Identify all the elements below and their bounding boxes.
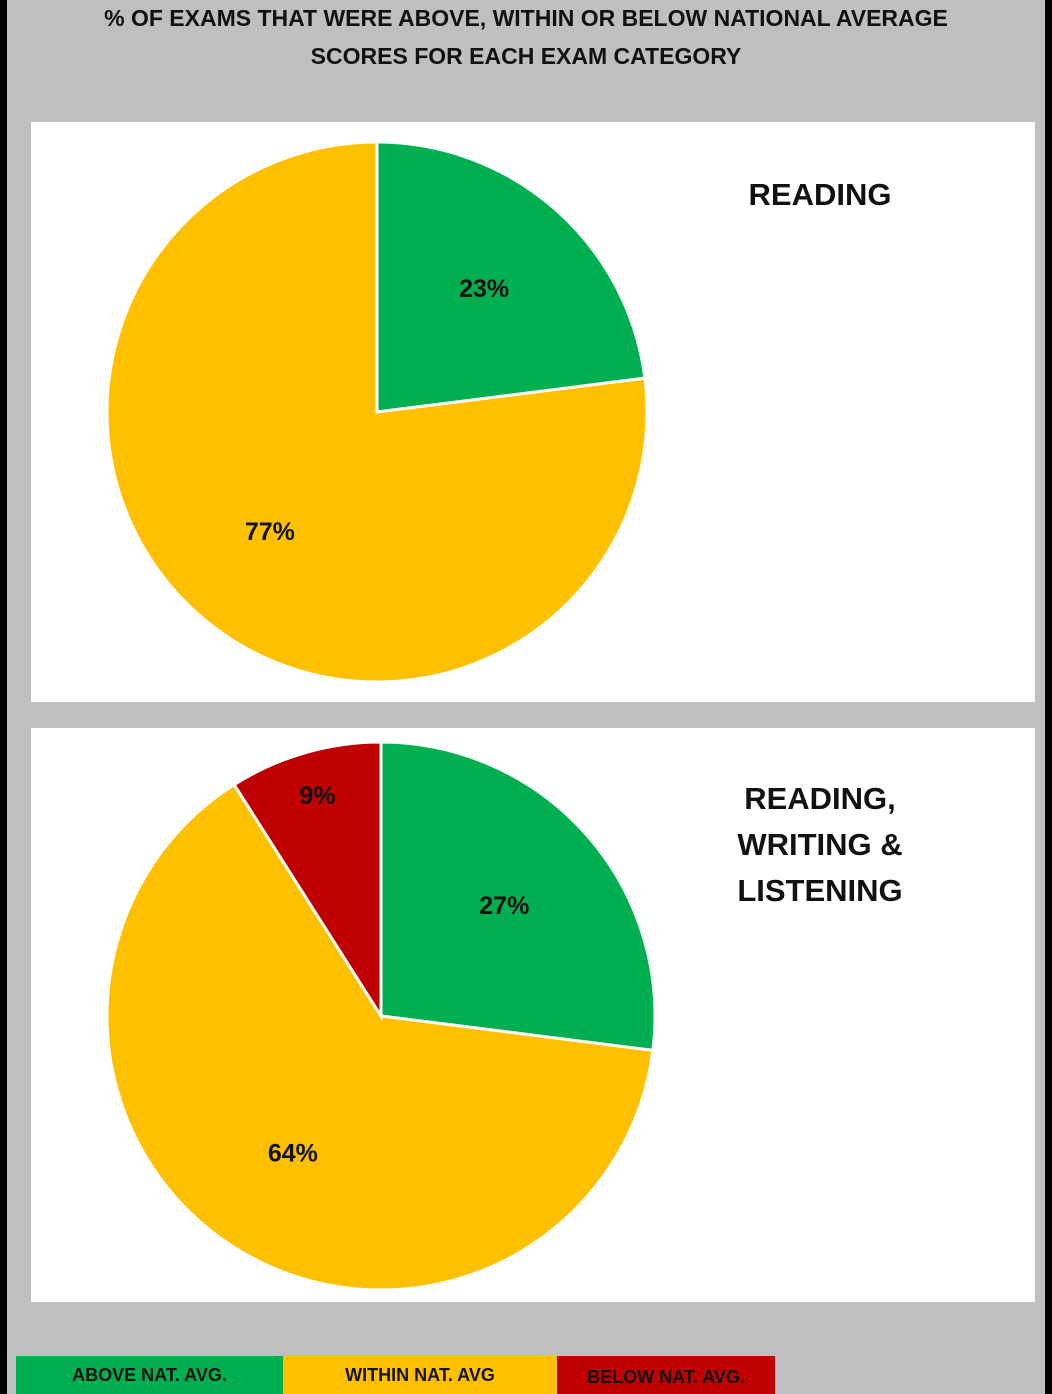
legend-item-above: ABOVE NAT. AVG. [16, 1356, 283, 1394]
pie-label-within: 64% [268, 1139, 318, 1167]
reading-pie-chart: 23% 77% [105, 140, 649, 684]
pie-label-below: 9% [299, 782, 335, 810]
legend-item-within: WITHIN NAT. AVG [283, 1356, 557, 1394]
pie-label-within: 77% [245, 518, 295, 546]
chart-title-line-1: % OF EXAMS THAT WERE ABOVE, WITHIN OR BE… [104, 5, 948, 31]
pie-slice-above [379, 740, 657, 1053]
legend-item-below: BELOW NAT. AVG. [557, 1356, 775, 1394]
pie-slice-below [232, 740, 383, 1022]
reading-chart-title: READING [748, 177, 892, 212]
rwl-pie-chart: 27% 64% 9% [105, 740, 657, 1292]
rwl-chart-title-line-1: READING, [744, 781, 896, 816]
pie-label-above: 23% [459, 275, 509, 303]
rwl-chart-title-line-2: WRITING & [737, 827, 903, 862]
legend: ABOVE NAT. AVG. WITHIN NAT. AVG BELOW NA… [16, 1356, 775, 1394]
chart-title-line-2: SCORES FOR EACH EXAM CATEGORY [310, 43, 742, 69]
chart-title: % OF EXAMS THAT WERE ABOVE, WITHIN OR BE… [7, 0, 1045, 110]
reading-chart-panel: 23% 77% READING [31, 122, 1035, 702]
pie-slice-above [375, 140, 647, 414]
pie-slice-within [105, 782, 655, 1292]
rwl-chart-panel: 27% 64% 9% READING, WRITING & LISTENING [31, 728, 1035, 1302]
pie-label-above: 27% [479, 892, 529, 920]
rwl-chart-title: READING, WRITING & LISTENING [680, 776, 960, 914]
pie-slice-within [105, 140, 649, 684]
rwl-chart-title-line-3: LISTENING [737, 873, 903, 908]
